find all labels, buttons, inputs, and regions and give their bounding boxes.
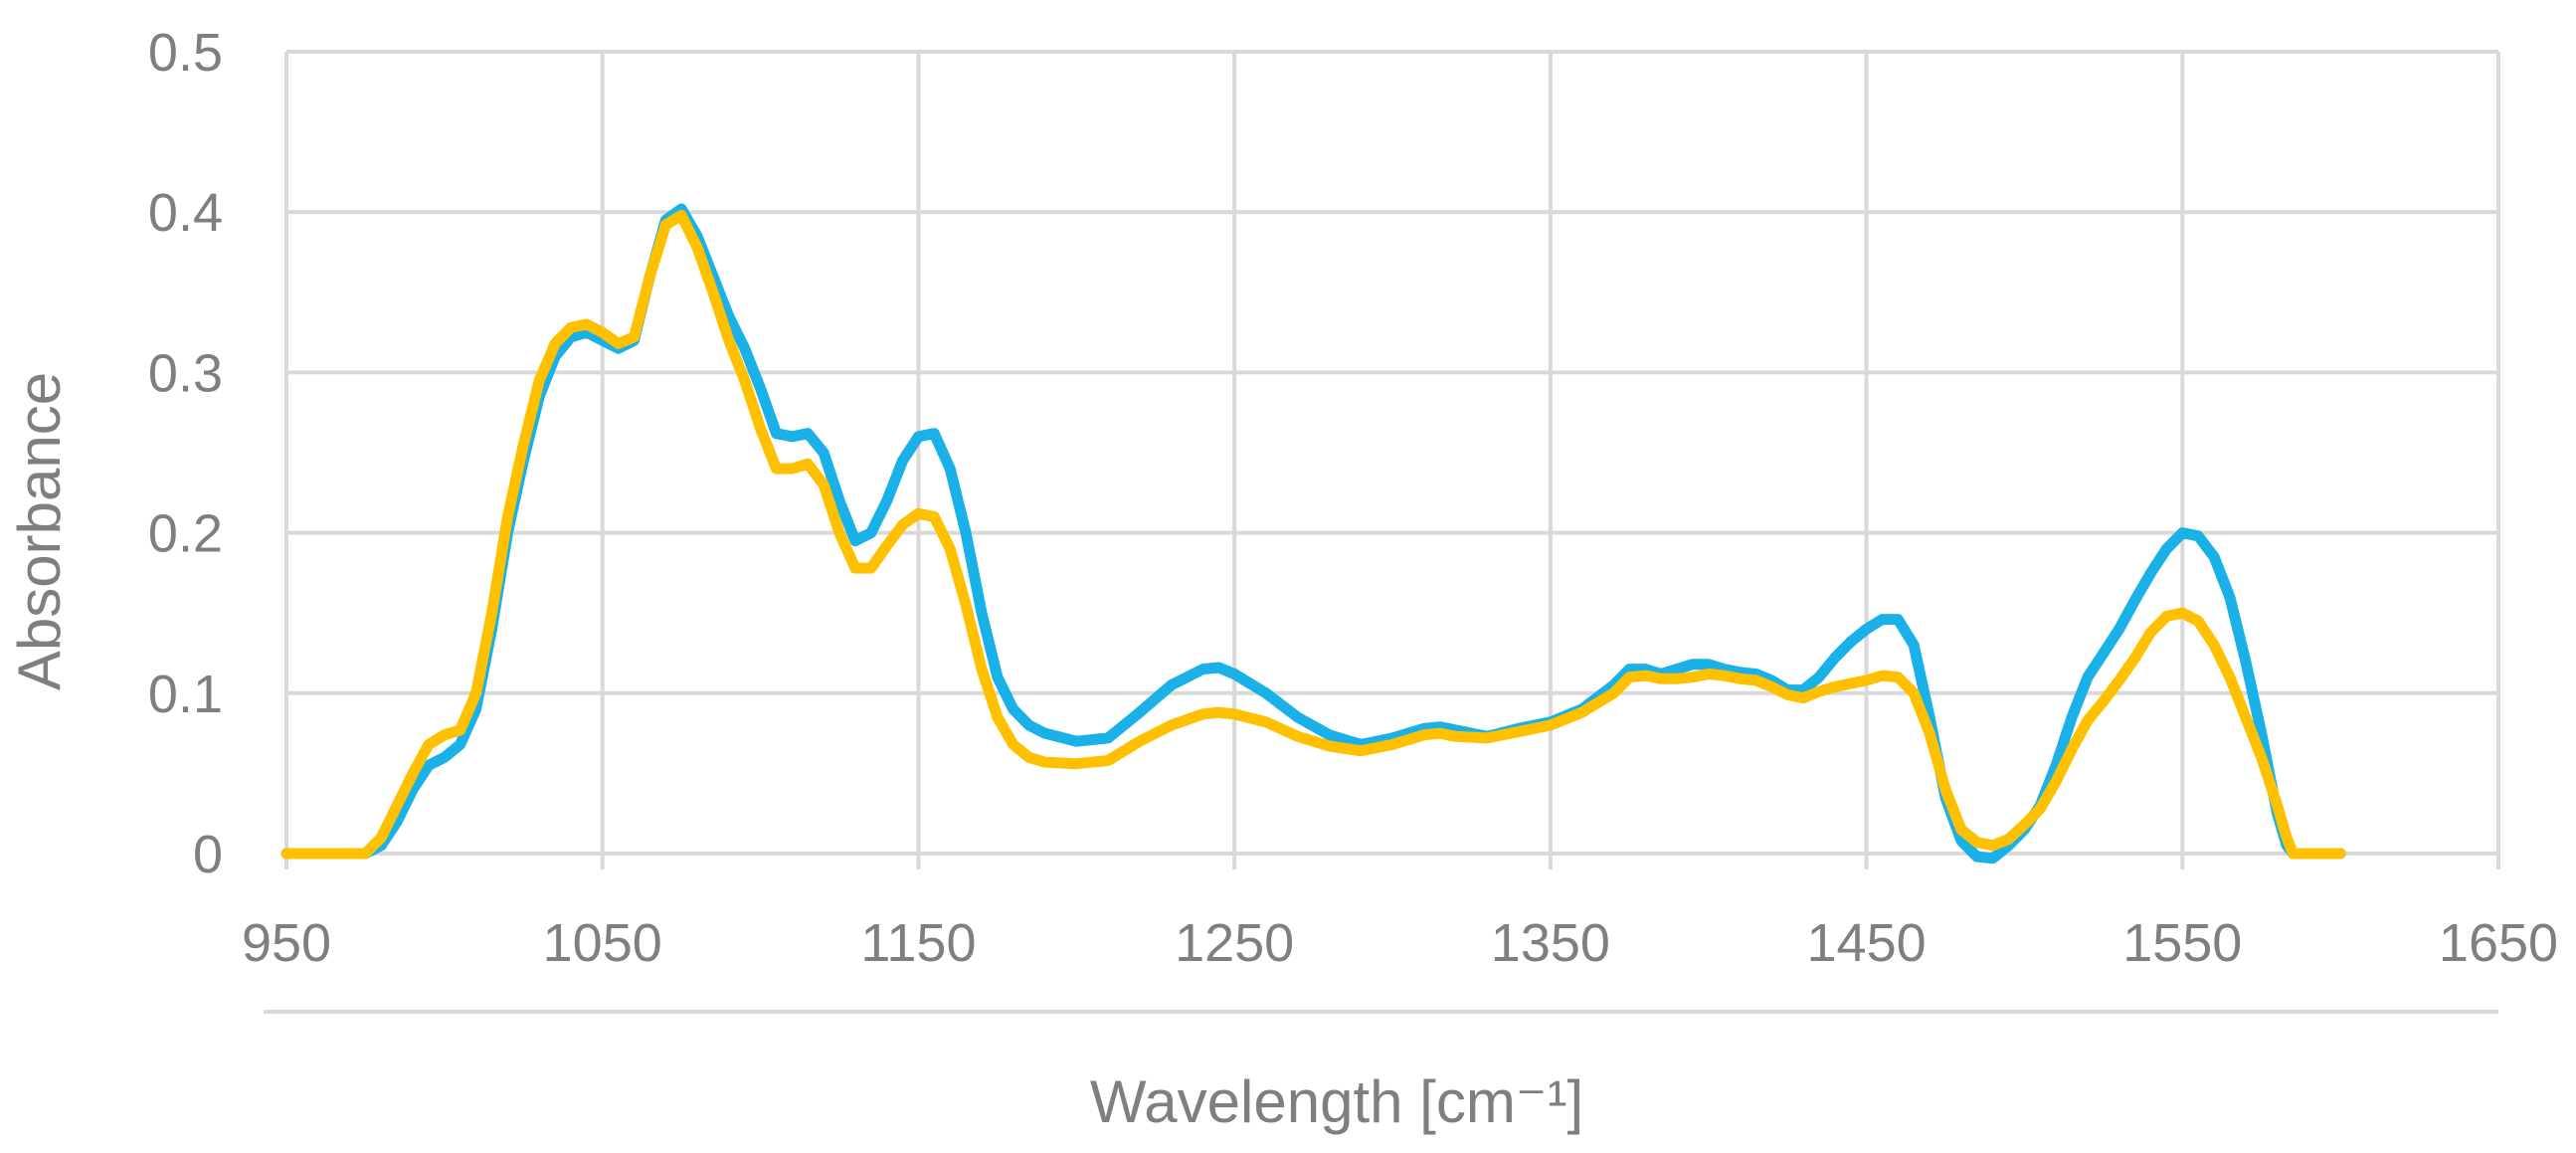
series-line-2 xyxy=(280,209,2346,860)
axes xyxy=(264,852,2500,1014)
y-tick-label: 0.3 xyxy=(148,343,223,403)
x-axis-title: Wavelength [cm⁻¹] xyxy=(1090,1068,1583,1135)
x-tick-label: 1450 xyxy=(1807,913,1927,973)
gridlines xyxy=(284,50,2500,854)
y-tick-label: 0 xyxy=(193,825,223,884)
x-tick-label: 1150 xyxy=(860,913,976,973)
y-tick-label: 0.4 xyxy=(148,183,223,243)
x-tick-label: 1350 xyxy=(1491,913,1610,973)
x-tick-label: 1050 xyxy=(543,913,662,973)
x-tick-label: 1550 xyxy=(2122,913,2242,973)
series-lines xyxy=(280,203,2346,865)
y-tick-label: 0.2 xyxy=(148,504,223,564)
y-tick-label: 0.1 xyxy=(148,665,223,724)
tick-labels: 0 0.1 0.2 0.3 0.4 0.5 950 1050 1150 1250 1350 1450 1… xyxy=(148,23,2558,973)
x-tick-label: 1650 xyxy=(2439,913,2558,973)
x-tick-label: 1250 xyxy=(1175,913,1294,973)
y-axis-title: Absorbance xyxy=(6,372,73,690)
x-tick-label: 950 xyxy=(242,913,331,973)
y-tick-label: 0.5 xyxy=(148,23,223,83)
